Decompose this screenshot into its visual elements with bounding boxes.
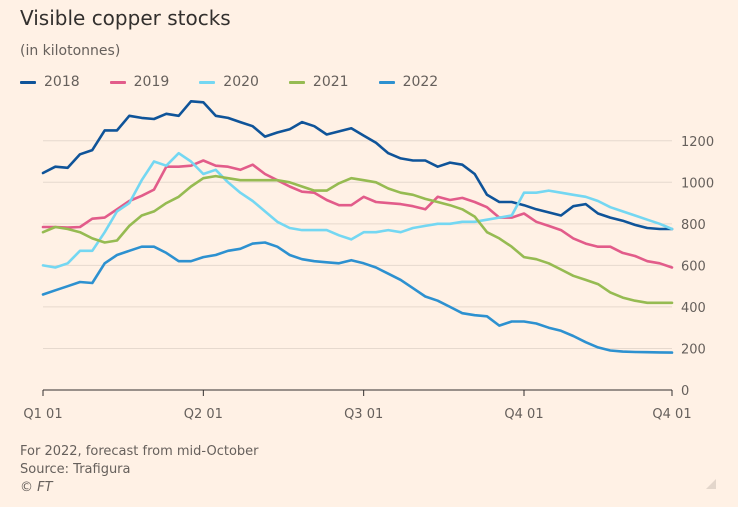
legend-label-2020: 2020 xyxy=(223,74,259,90)
legend-item-2022: 2022 xyxy=(378,74,439,90)
y-tick-label-0: 0 xyxy=(681,384,689,399)
y-tick-label-200: 200 xyxy=(681,342,706,357)
y-tick-label-400: 400 xyxy=(681,301,706,316)
legend-label-2018: 2018 xyxy=(44,74,80,90)
legend-swatch-2022 xyxy=(378,80,395,84)
series-line-2022 xyxy=(41,241,674,354)
copyright-text: © FT xyxy=(20,480,53,495)
legend-swatch-2021 xyxy=(288,80,305,84)
x-tick-label-0: Q1 01 xyxy=(23,407,62,422)
legend: 2018 2019 2020 2021 2022 xyxy=(20,74,468,90)
legend-item-2021: 2021 xyxy=(288,74,349,90)
series-line-2020 xyxy=(41,151,674,269)
legend-swatch-2018 xyxy=(20,80,36,84)
y-tick-label-1200: 1200 xyxy=(681,135,714,150)
legend-item-2020: 2020 xyxy=(199,74,259,90)
x-tick-label-3: Q4 01 xyxy=(504,407,543,422)
source-text: Source: Trafigura xyxy=(20,462,131,477)
legend-label-2019: 2019 xyxy=(133,74,170,90)
x-tick-label-2: Q3 01 xyxy=(344,407,383,422)
legend-swatch-2019 xyxy=(109,80,126,84)
x-tick-label-4: Q4 01 xyxy=(652,407,691,422)
y-tick-label-800: 800 xyxy=(681,218,706,233)
footer: For 2022, forecast from mid-October Sour… xyxy=(20,443,259,497)
series-line-2019 xyxy=(41,159,674,269)
legend-item-2018: 2018 xyxy=(20,74,80,90)
legend-label-2021: 2021 xyxy=(312,74,349,90)
resize-corner-icon xyxy=(706,479,716,489)
legend-swatch-2020 xyxy=(199,80,216,84)
x-tick-label-1: Q2 01 xyxy=(184,407,223,422)
forecast-note: For 2022, forecast from mid-October xyxy=(20,444,259,459)
legend-item-2019: 2019 xyxy=(109,74,170,90)
series-line-2021 xyxy=(41,174,674,305)
series-line-2018 xyxy=(41,100,674,231)
chart-title: Visible copper stocks xyxy=(20,6,231,30)
legend-label-2022: 2022 xyxy=(402,74,439,90)
chart-subtitle: (in kilotonnes) xyxy=(20,43,121,59)
y-tick-label-600: 600 xyxy=(681,259,706,274)
y-tick-label-1000: 1000 xyxy=(681,176,714,191)
